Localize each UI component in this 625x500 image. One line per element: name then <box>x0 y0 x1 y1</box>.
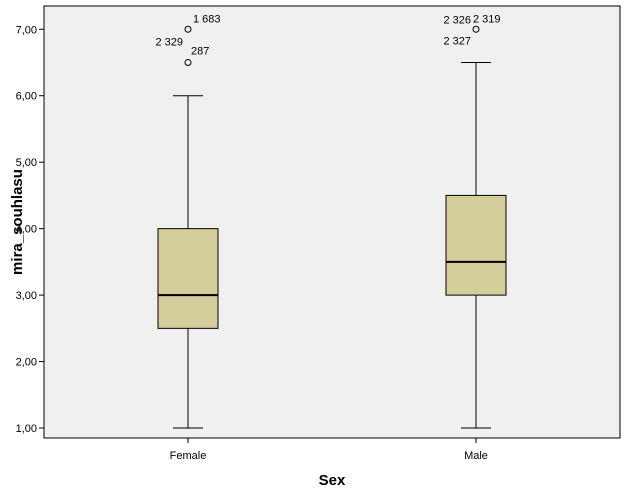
x-axis: Female Male <box>170 438 488 462</box>
outlier-label: 2 326 <box>443 14 471 26</box>
outlier-point <box>184 25 192 33</box>
x-tick-label: Female <box>170 450 207 462</box>
outlier-label: 1 683 <box>193 13 221 25</box>
y-axis-title: mira_souhlasu <box>9 169 26 275</box>
y-tick-label: 7,00 <box>16 24 37 36</box>
plot-area <box>43 5 621 439</box>
outlier-label: 287 <box>191 45 209 57</box>
outlier-label: 2 319 <box>473 13 501 25</box>
y-tick-label: 2,00 <box>16 357 37 369</box>
iqr-box <box>157 228 219 329</box>
outlier-point <box>184 58 192 66</box>
y-axis: 1,00 2,00 3,00 4,00 5,00 6,00 7,00 <box>16 24 44 435</box>
y-tick-label: 5,00 <box>16 157 37 169</box>
x-tick-label: Male <box>464 450 488 462</box>
box-female: 1 683 2 329 287 <box>155 13 221 429</box>
iqr-box <box>445 194 507 296</box>
outlier-label: 2 329 <box>155 36 183 48</box>
y-tick-label: 1,00 <box>16 423 37 435</box>
outlier-label: 2 327 <box>443 35 471 47</box>
y-tick-label: 6,00 <box>16 91 37 103</box>
x-axis-title: Sex <box>319 472 346 489</box>
y-tick-label: 4,00 <box>16 224 37 236</box>
outlier-point <box>472 25 480 33</box>
y-tick-label: 3,00 <box>16 290 37 302</box>
